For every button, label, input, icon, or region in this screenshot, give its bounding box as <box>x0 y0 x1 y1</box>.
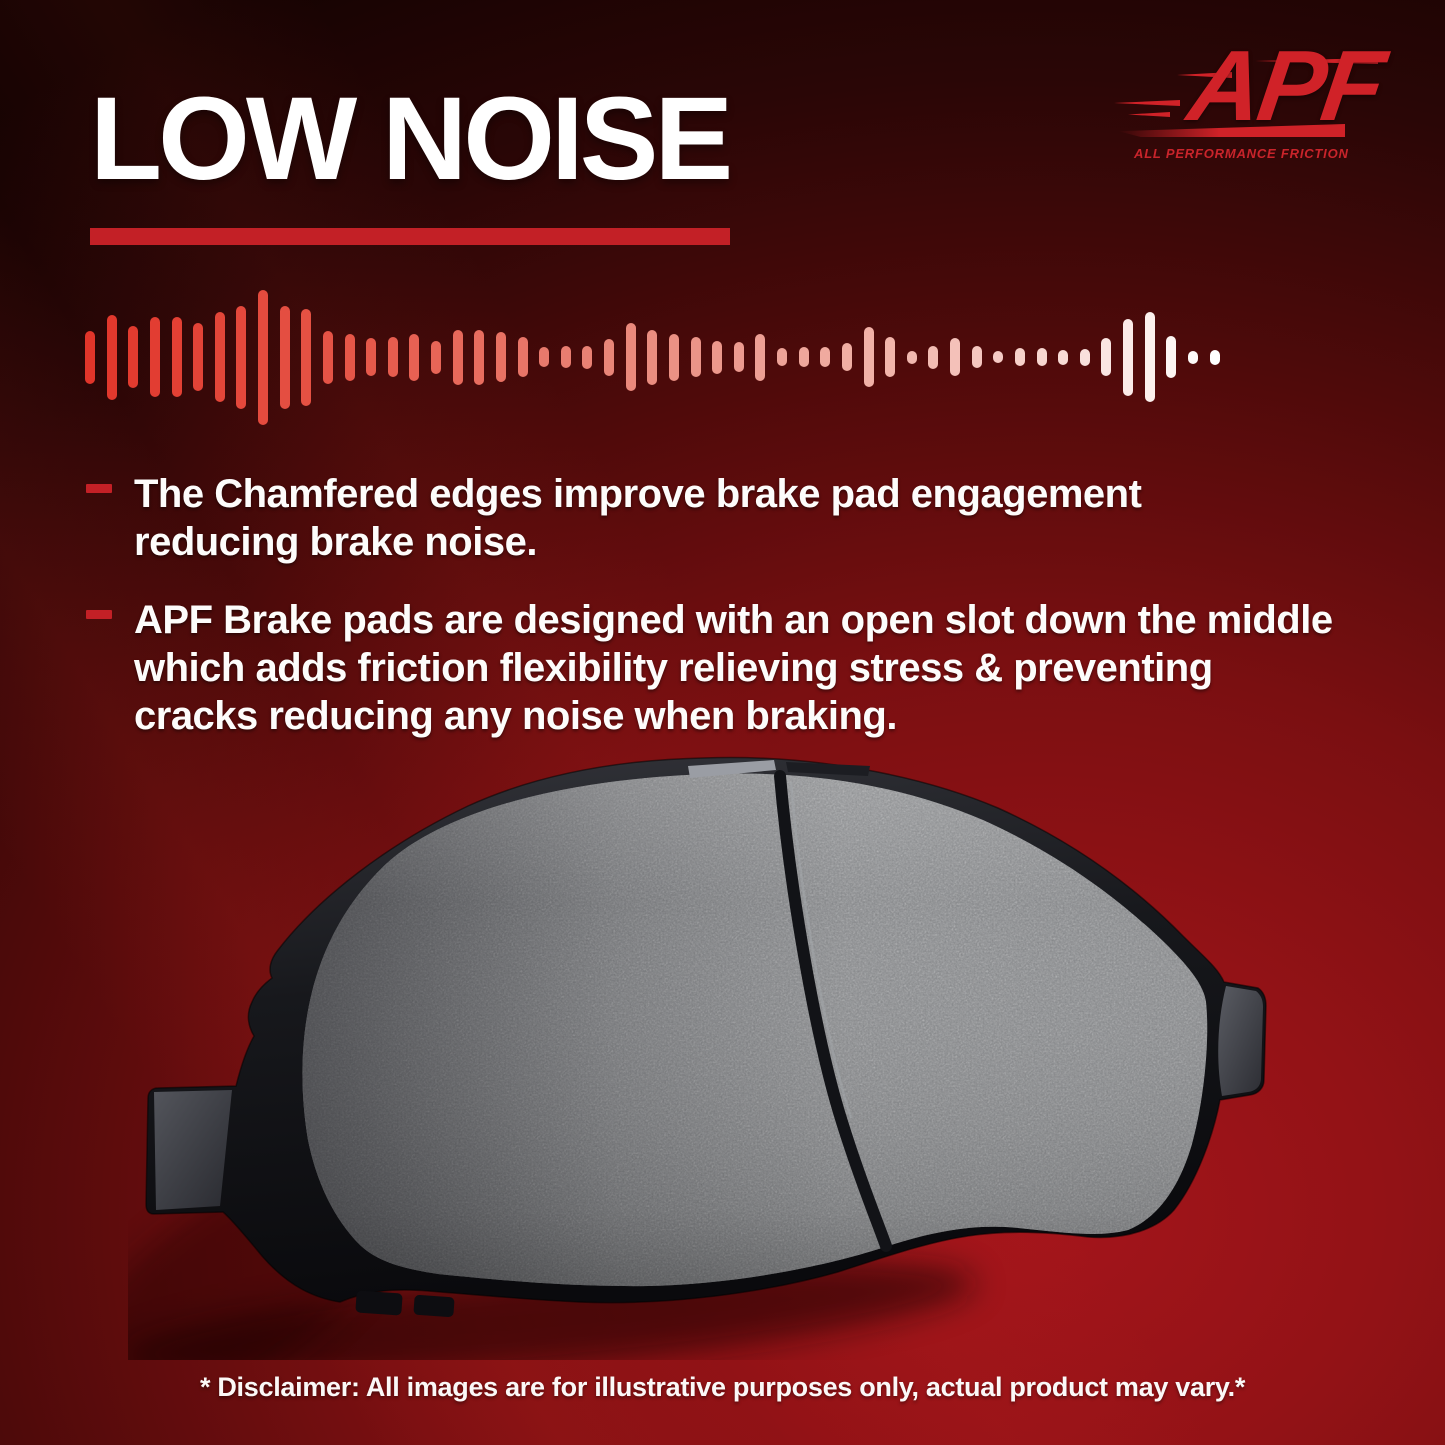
soundwave-bar <box>993 351 1004 363</box>
soundwave-bar <box>214 312 225 402</box>
soundwave-bar <box>1144 312 1155 402</box>
soundwave-bar <box>517 337 528 377</box>
soundwave-graphic <box>85 282 1220 432</box>
soundwave-bar <box>820 347 831 367</box>
soundwave-bar <box>106 314 117 400</box>
apf-logo: APF ALL PERFORMANCE FRICTION <box>1114 30 1390 168</box>
soundwave-bar <box>366 338 377 376</box>
soundwave-bar <box>171 317 182 397</box>
soundwave-bar <box>149 317 160 397</box>
soundwave-bar <box>582 345 593 369</box>
soundwave-bar <box>193 323 204 391</box>
speed-line-icon <box>1114 100 1180 106</box>
speed-line-icon <box>1128 112 1170 117</box>
soundwave-bar <box>906 350 917 364</box>
soundwave-bar <box>733 342 744 372</box>
soundwave-bar <box>409 333 420 381</box>
pad-bottom-tab <box>355 1290 403 1316</box>
bullet-dash-icon <box>86 484 112 493</box>
soundwave-bar <box>604 338 614 376</box>
soundwave-bar <box>495 332 506 382</box>
pad-right-tab <box>1218 986 1263 1096</box>
list-item: APF Brake pads are designed with an open… <box>86 596 1376 740</box>
soundwave-bar <box>712 340 723 374</box>
soundwave-bar <box>690 337 701 377</box>
soundwave-bar <box>539 347 550 367</box>
soundwave-bar <box>387 337 398 377</box>
soundwave-bar <box>279 305 290 409</box>
soundwave-bar <box>1036 348 1047 366</box>
soundwave-bar <box>971 346 982 368</box>
soundwave-bar <box>344 333 355 381</box>
bullet-text: The Chamfered edges improve brake pad en… <box>134 472 1142 564</box>
soundwave-bar <box>755 333 766 381</box>
soundwave-bar <box>452 329 463 385</box>
soundwave-bar <box>322 330 333 384</box>
feature-list: The Chamfered edges improve brake pad en… <box>86 470 1376 770</box>
soundwave-bar <box>1058 349 1069 365</box>
pad-top-shim <box>688 760 776 778</box>
soundwave-bar <box>560 346 571 368</box>
soundwave-bar <box>431 340 441 374</box>
pad-bottom-tab <box>413 1294 455 1318</box>
bullet-text: APF Brake pads are designed with an open… <box>134 598 1333 738</box>
soundwave-bar <box>1079 348 1090 366</box>
speed-line-icon <box>1255 58 1378 64</box>
disclaimer-text: * Disclaimer: All images are for illustr… <box>199 1372 1246 1402</box>
pad-center-slot <box>774 770 892 1252</box>
soundwave-bar <box>1101 338 1112 376</box>
soundwave-bar <box>928 345 939 369</box>
soundwave-bar <box>1209 349 1220 365</box>
soundwave-bar <box>798 347 809 367</box>
soundwave-bar <box>625 323 636 391</box>
soundwave-bar <box>885 337 896 377</box>
soundwave-bar <box>1123 318 1133 396</box>
apf-logo-tagline: ALL PERFORMANCE FRICTION <box>1134 146 1349 161</box>
apf-logo-text: APF <box>1182 30 1389 142</box>
soundwave-bar <box>1166 336 1177 378</box>
pad-left-ear <box>154 1090 232 1210</box>
soundwave-bar <box>236 305 247 409</box>
page-title: LOW NOISE <box>90 73 733 205</box>
speed-line-icon <box>1177 72 1232 78</box>
soundwave-bar <box>1014 348 1025 366</box>
soundwave-bar <box>301 308 312 406</box>
soundwave-bar <box>1187 350 1198 364</box>
pad-top-shim <box>786 762 870 776</box>
list-item: The Chamfered edges improve brake pad en… <box>86 470 1376 566</box>
title-underline-bar <box>90 228 730 245</box>
soundwave-bar <box>258 289 268 425</box>
soundwave-bar <box>85 330 95 384</box>
brake-pad-photo <box>128 756 1267 1360</box>
pad-center-slot-highlight <box>789 781 853 1119</box>
soundwave-bar <box>950 338 960 376</box>
bullet-dash-icon <box>86 610 112 619</box>
soundwave-bar <box>474 329 485 385</box>
soundwave-bar <box>128 326 139 388</box>
soundwave-bar <box>647 329 658 385</box>
pad-shadow <box>128 1260 977 1360</box>
soundwave-bar <box>863 327 874 387</box>
soundwave-bar <box>777 348 787 366</box>
soundwave-bar <box>841 343 852 371</box>
soundwave-bar <box>668 333 679 381</box>
